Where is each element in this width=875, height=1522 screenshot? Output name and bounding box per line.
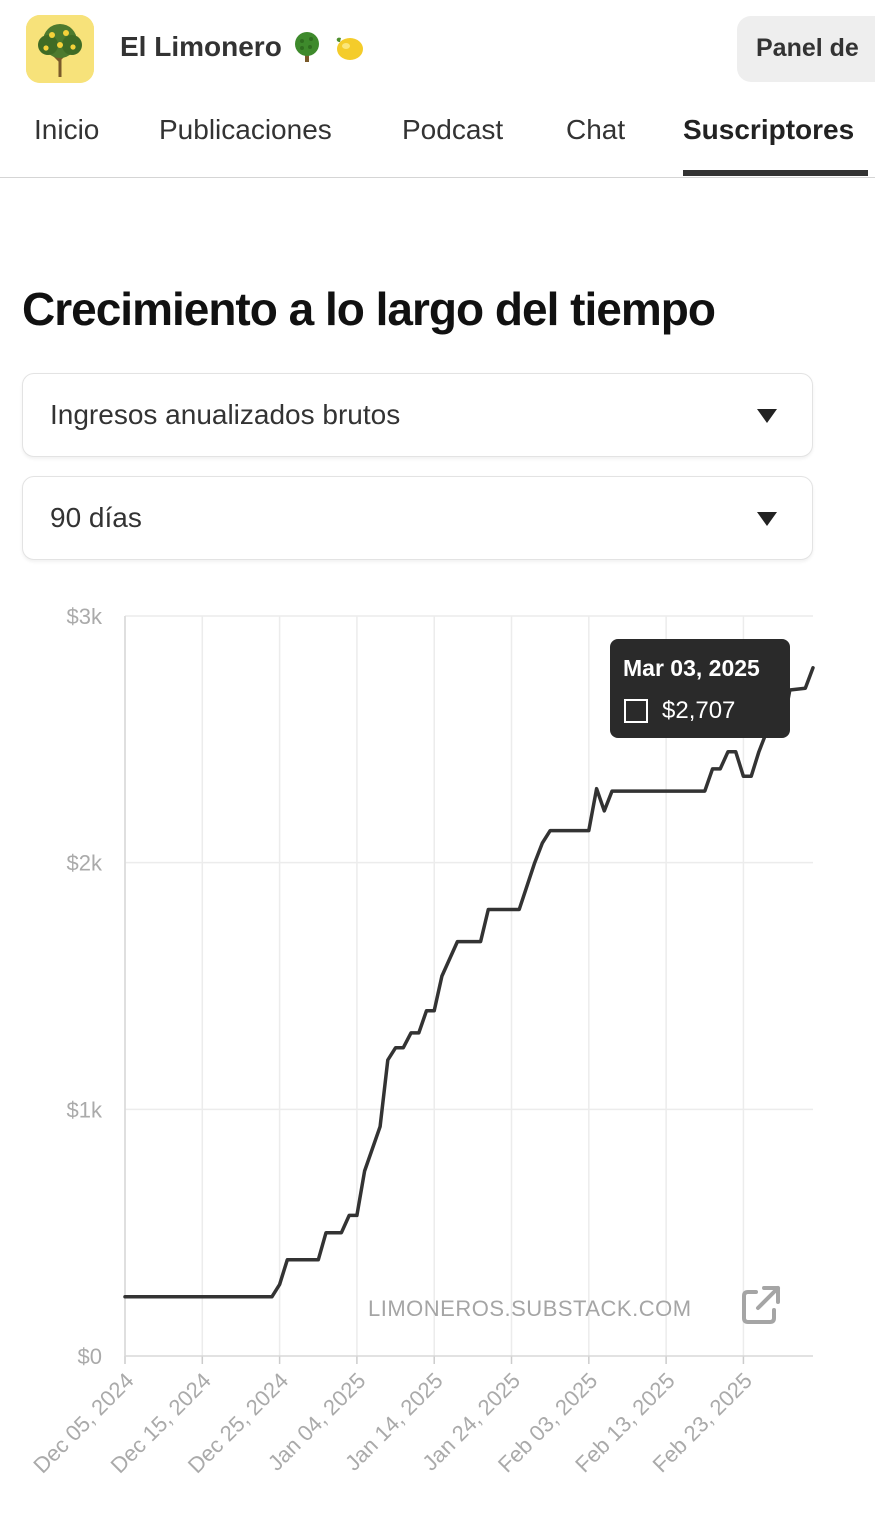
- range-select[interactable]: 90 días: [22, 476, 813, 560]
- tab-inicio[interactable]: Inicio: [34, 114, 100, 145]
- caret-down-icon: [757, 409, 777, 423]
- active-tab-indicator: [683, 170, 868, 176]
- series-line: [123, 666, 815, 1299]
- y-tick-label: $3k: [67, 604, 103, 629]
- tab-publicaciones[interactable]: Publicaciones: [159, 114, 332, 145]
- dashboard-button-label: Panel de: [756, 34, 859, 62]
- tooltip-value: $2,707: [662, 697, 736, 724]
- tooltip-date: Mar 03, 2025: [623, 655, 760, 681]
- metric-select-value: Ingresos anualizados brutos: [50, 399, 401, 430]
- y-tick-label: $0: [78, 1344, 102, 1369]
- series-lines: [123, 666, 815, 1299]
- metric-select[interactable]: Ingresos anualizados brutos: [22, 373, 813, 457]
- tab-suscriptores[interactable]: Suscriptores: [683, 114, 855, 145]
- chart-axes: [124, 616, 813, 1364]
- lemon-icon: [336, 37, 363, 60]
- series-swatch-icon: [624, 699, 648, 723]
- tab-podcast[interactable]: Podcast: [402, 114, 504, 145]
- external-link-icon[interactable]: [740, 1284, 782, 1326]
- publication-logo[interactable]: [26, 15, 94, 83]
- watermark-link[interactable]: LIMONEROS.SUBSTACK.COM: [368, 1296, 692, 1321]
- range-select-value: 90 días: [50, 502, 142, 533]
- chart-grid: [124, 615, 813, 1356]
- tab-chat[interactable]: Chat: [566, 114, 626, 145]
- publication-header: El Limonero Panel de: [0, 0, 875, 100]
- y-tick-label: $2k: [67, 851, 103, 876]
- publication-name[interactable]: El Limonero: [120, 30, 366, 64]
- tree-icon: [294, 32, 319, 62]
- y-tick-label: $1k: [67, 1097, 103, 1122]
- section-title: Crecimiento a lo largo del tiempo: [22, 283, 716, 335]
- publication-name-text: El Limonero: [120, 31, 282, 62]
- chart-tooltip: Mar 03, 2025 $2,707: [610, 639, 790, 738]
- navigation-tabs: Inicio Publicaciones Podcast Chat Suscri…: [0, 100, 875, 178]
- lemon-tree-logo-icon: [26, 15, 94, 83]
- y-axis-tick-labels: $0 $1k $2k $3k: [67, 604, 103, 1369]
- caret-down-icon: [757, 512, 777, 526]
- dashboard-button[interactable]: Panel de: [737, 16, 875, 82]
